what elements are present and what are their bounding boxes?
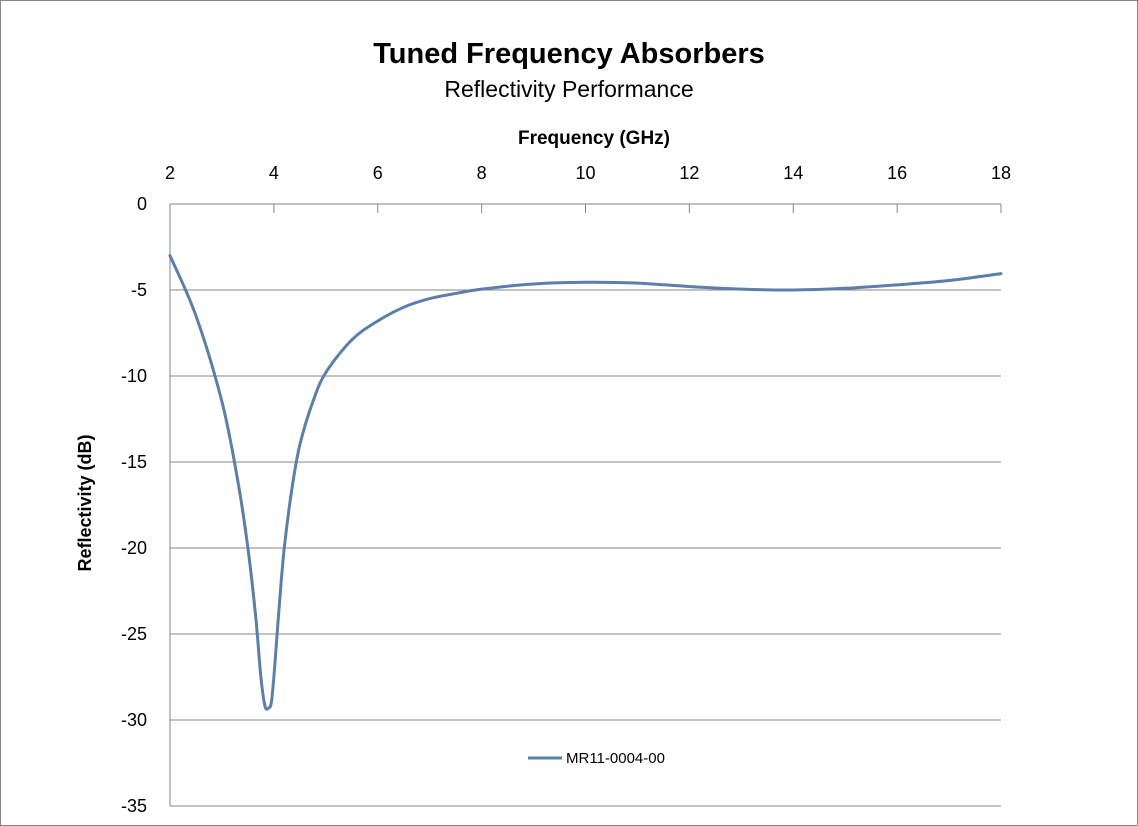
x-tick-label: 10 [575,163,595,183]
y-tick-label: -20 [121,538,147,558]
x-tick-label: 8 [477,163,487,183]
x-tick-label: 4 [269,163,279,183]
x-axis-label: Frequency (GHz) [517,128,671,149]
y-tick-label: 0 [137,194,147,214]
chart-subtitle: Reflectivity Performance [444,76,694,102]
y-tick-label: -15 [121,452,147,472]
x-tick-label: 14 [783,163,803,183]
y-tick-label: -35 [121,796,147,816]
y-tick-label: -10 [121,366,147,386]
x-tick-label: 18 [991,163,1011,183]
y-tick-label: -25 [121,624,147,644]
x-tick-label: 2 [165,163,175,183]
series-line [168,254,1003,711]
chart-title: Tuned Frequency Absorbers [373,38,765,70]
y-tick-label: -30 [121,710,147,730]
legend-label: MR11-0004-00 [566,750,665,767]
y-tick-label: -5 [131,280,147,300]
x-tick-label: 16 [887,163,907,183]
x-tick-label: 12 [679,163,699,183]
x-tick-label: 6 [373,163,383,183]
